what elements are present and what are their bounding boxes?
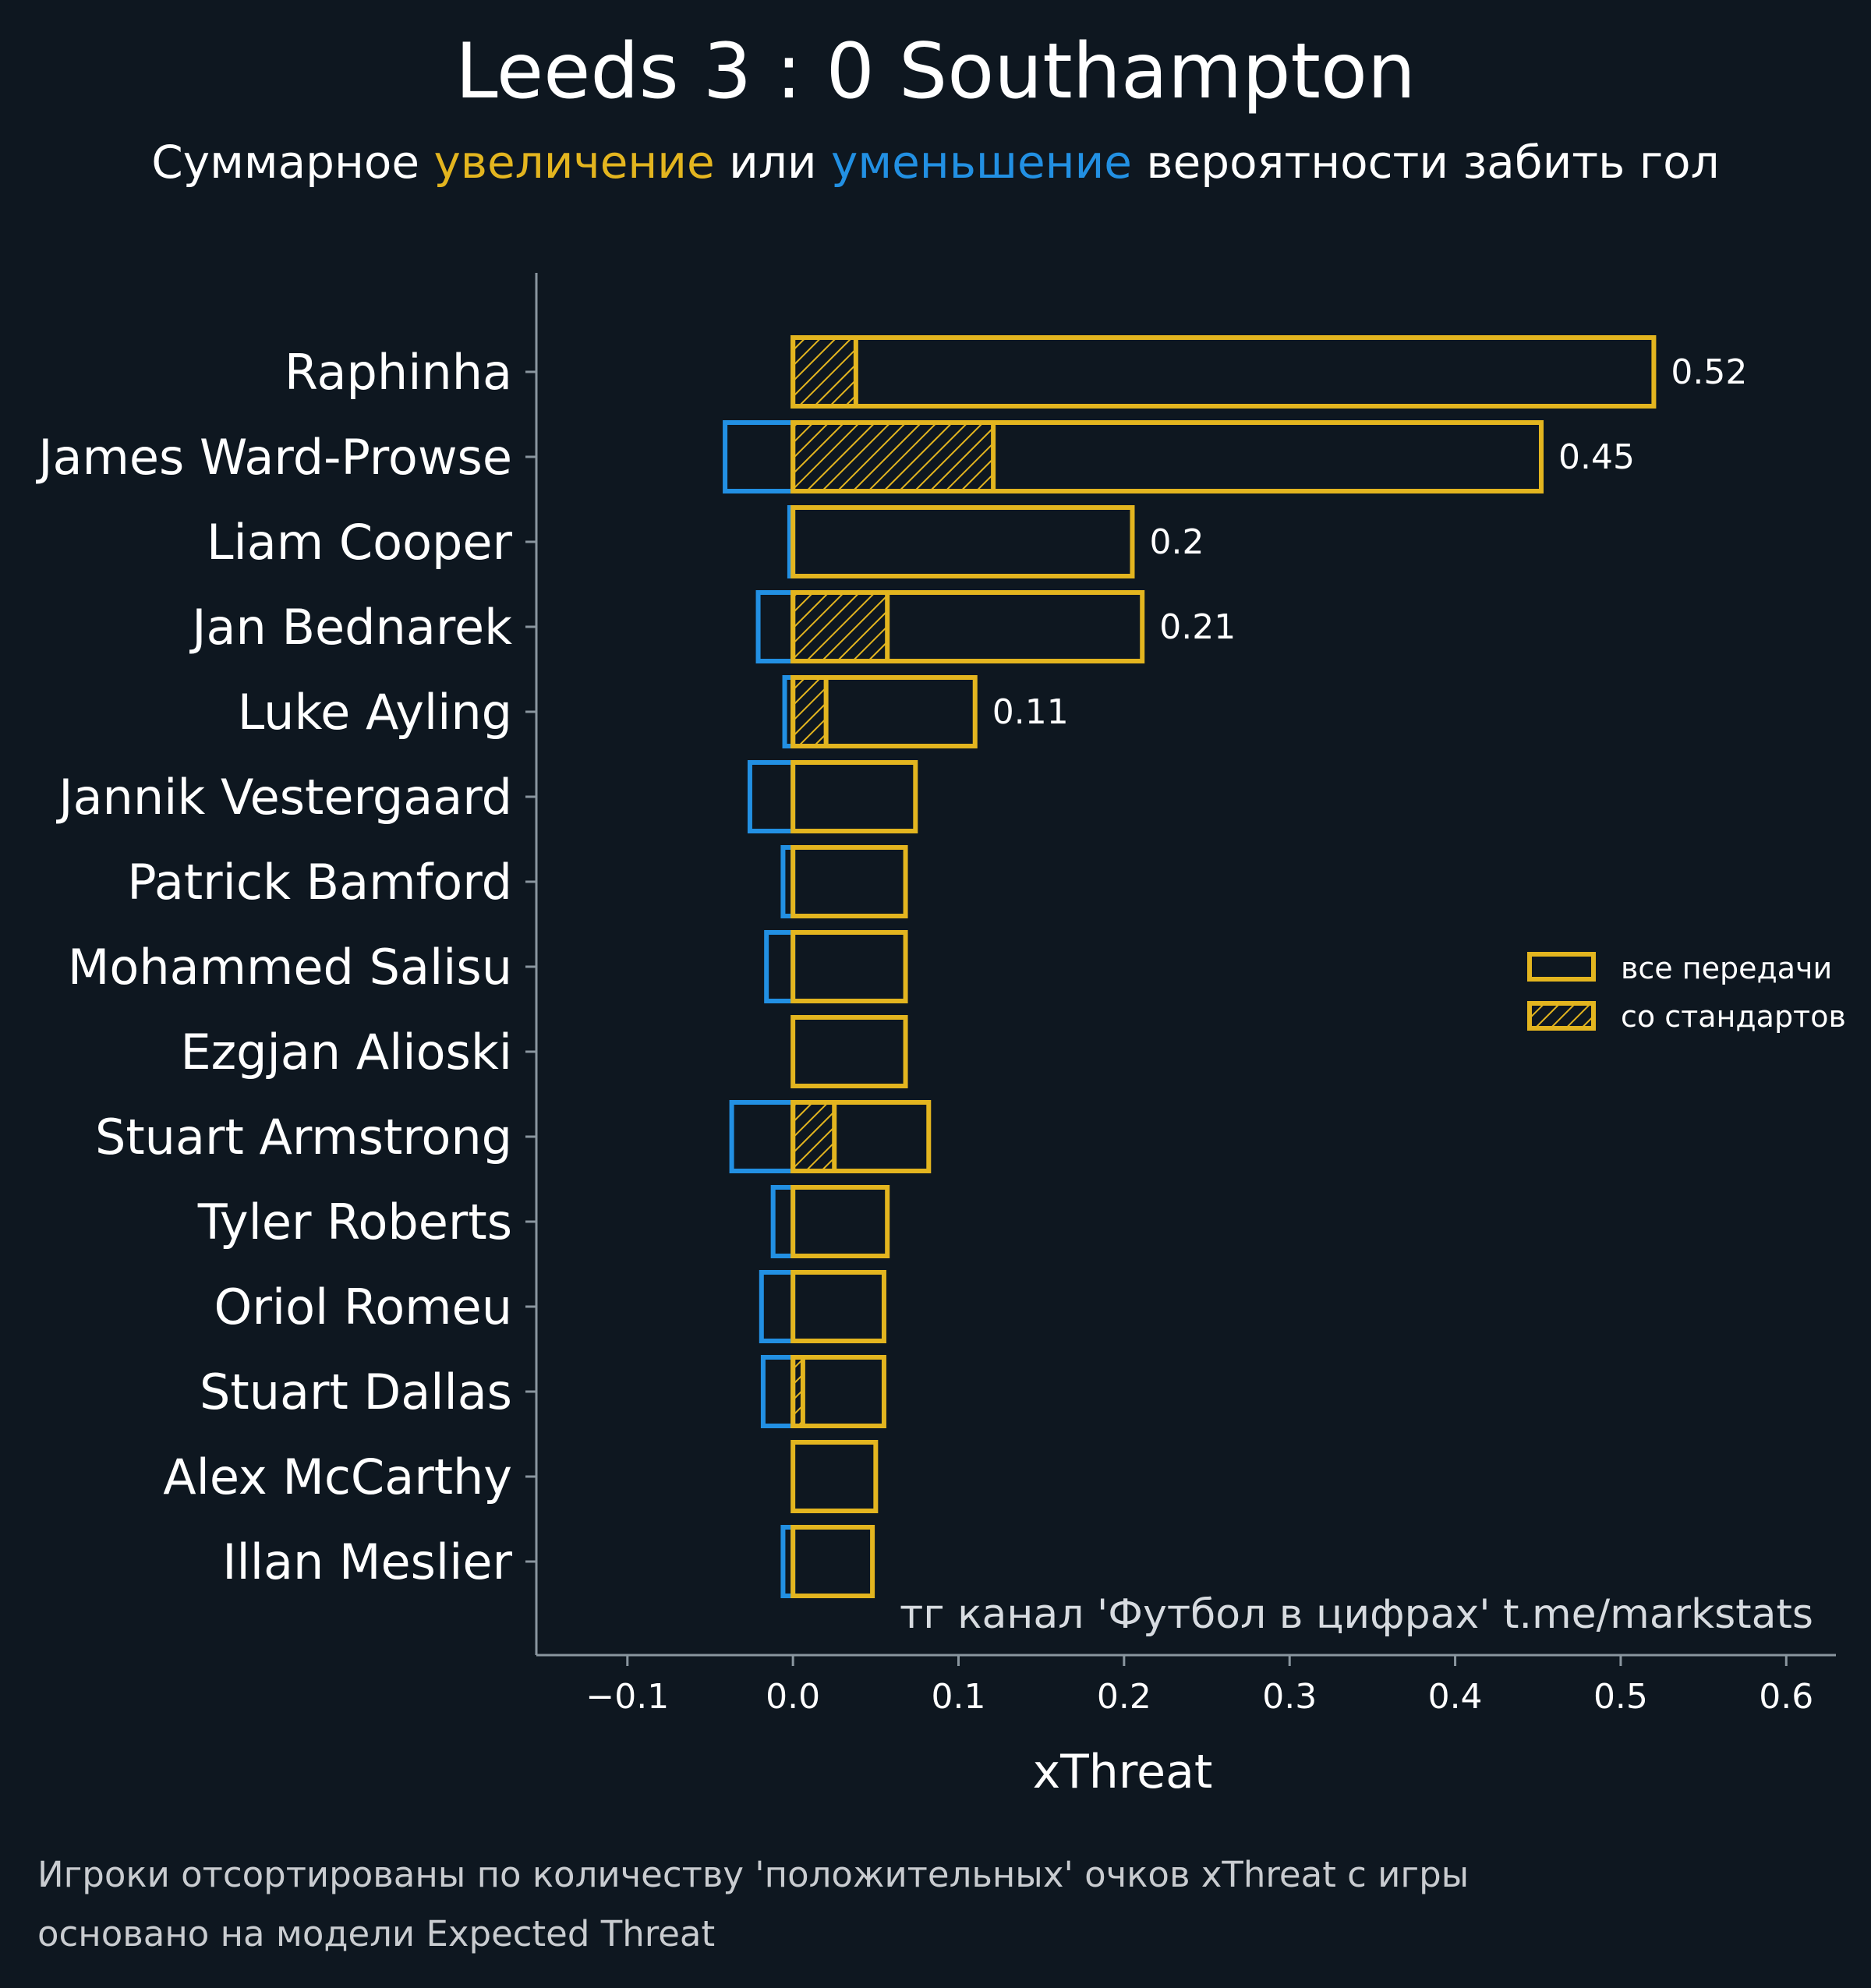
bar-positive-tyler-roberts (790, 1185, 890, 1258)
bar-positive-raphinha (790, 335, 1657, 409)
y-label-raphinha: Raphinha (285, 344, 512, 401)
bar-positive-liam-cooper (790, 505, 1135, 578)
legend: все передачи со стандартов (1527, 951, 1846, 1034)
bar-set-piece-james-ward-prowse (790, 420, 996, 493)
x-tick-label-0: −0.1 (585, 1677, 669, 1717)
y-label-tyler-roberts: Tyler Roberts (197, 1194, 512, 1250)
subtitle-suffix: вероятности забить гол (1132, 136, 1720, 189)
bar-positive-patrick-bamford (790, 845, 908, 918)
bar-positive-jannik-vestergaard (790, 760, 918, 833)
value-label-luke-ayling: 0.11 (992, 692, 1069, 732)
x-tick-label-2: 0.1 (932, 1677, 986, 1717)
bar-positive-ezgjan-alioski (790, 1015, 908, 1088)
y-label-stuart-dallas: Stuart Dallas (200, 1364, 512, 1420)
bar-positive-jan-bednarek (790, 590, 1145, 663)
y-label-jan-bednarek: Jan Bednarek (189, 599, 512, 656)
y-label-jannik-vestergaard: Jannik Vestergaard (55, 769, 512, 826)
x-tick-label-6: 0.5 (1593, 1677, 1648, 1717)
bar-set-piece-stuart-armstrong (790, 1100, 837, 1173)
footnote-model: основано на модели Expected Threat (37, 1913, 715, 1954)
value-label-liam-cooper: 0.2 (1149, 522, 1204, 562)
bar-negative-stuart-armstrong (729, 1100, 796, 1173)
y-label-james-ward-prowse: James Ward-Prowse (35, 429, 512, 486)
bar-positive-stuart-armstrong (790, 1100, 932, 1173)
subtitle-middle: или (715, 136, 831, 189)
bar-positive-luke-ayling (790, 675, 978, 748)
bar-positive-oriol-romeu (790, 1270, 886, 1343)
subtitle-prefix: Суммарное (151, 136, 433, 189)
bar-set-piece-raphinha (790, 335, 858, 409)
bar-negative-stuart-dallas (760, 1355, 796, 1428)
y-label-patrick-bamford: Patrick Bamford (127, 854, 512, 911)
bar-positive-illan-meslier (790, 1525, 875, 1598)
y-label-illan-meslier: Illan Meslier (222, 1533, 512, 1590)
x-tick-label-1: 0.0 (766, 1677, 820, 1717)
value-label-raphinha: 0.52 (1671, 352, 1747, 392)
bar-positive-james-ward-prowse (790, 420, 1544, 493)
legend-swatch-all-passes (1527, 952, 1596, 982)
x-tick-label-3: 0.2 (1097, 1677, 1151, 1717)
y-label-alex-mccarthy: Alex McCarthy (163, 1449, 512, 1505)
bar-negative-james-ward-prowse (723, 420, 796, 493)
value-label-jan-bednarek: 0.21 (1159, 607, 1236, 647)
subtitle-positive-word: увеличение (433, 136, 714, 189)
bar-set-piece-luke-ayling (790, 675, 829, 748)
watermark: тг канал 'Футбол в цифрах' t.me/markstat… (900, 1591, 1813, 1638)
x-tick-label-5: 0.4 (1428, 1677, 1483, 1717)
footnote-sorting: Игроки отсортированы по количеству 'поло… (37, 1854, 1469, 1895)
legend-label-set-pieces: со стандартов (1621, 999, 1846, 1034)
bar-negative-oriol-romeu (759, 1270, 796, 1343)
chart-subtitle: Суммарное увеличение или уменьшение веро… (151, 136, 1719, 189)
y-label-stuart-armstrong: Stuart Armstrong (95, 1109, 512, 1166)
bar-negative-tyler-roberts (770, 1185, 796, 1258)
bar-negative-jannik-vestergaard (747, 760, 796, 833)
y-label-mohammed-salisu: Mohammed Salisu (68, 939, 512, 996)
chart-title: Leeds 3 : 0 Southampton (455, 27, 1416, 116)
bar-negative-jan-bednarek (755, 590, 796, 663)
x-tick-label-4: 0.3 (1262, 1677, 1317, 1717)
legend-swatch-set-pieces (1527, 1001, 1596, 1031)
x-axis-label: xThreat (1033, 1745, 1213, 1799)
bar-negative-mohammed-salisu (764, 930, 796, 1003)
bar-positive-stuart-dallas (790, 1355, 886, 1428)
y-label-oriol-romeu: Oriol Romeu (214, 1279, 512, 1335)
x-tick-label-7: 0.6 (1759, 1677, 1813, 1717)
bar-positive-mohammed-salisu (790, 930, 908, 1003)
y-label-luke-ayling: Luke Ayling (238, 684, 512, 741)
axes-group: Raphinha James Ward-Prowse Liam Cooper Jan … (35, 273, 1836, 1717)
subtitle-negative-word: уменьшение (831, 136, 1132, 189)
bar-set-piece-jan-bednarek (790, 590, 890, 663)
y-label-ezgjan-alioski: Ezgjan Alioski (180, 1024, 512, 1081)
value-label-james-ward-prowse: 0.45 (1558, 437, 1635, 477)
legend-label-all-passes: все передачи (1621, 951, 1832, 985)
bar-positive-alex-mccarthy (790, 1440, 879, 1513)
bars-group: 0.52 0.45 0.2 0.21 0.11 (723, 335, 1747, 1598)
y-label-liam-cooper: Liam Cooper (207, 514, 513, 571)
